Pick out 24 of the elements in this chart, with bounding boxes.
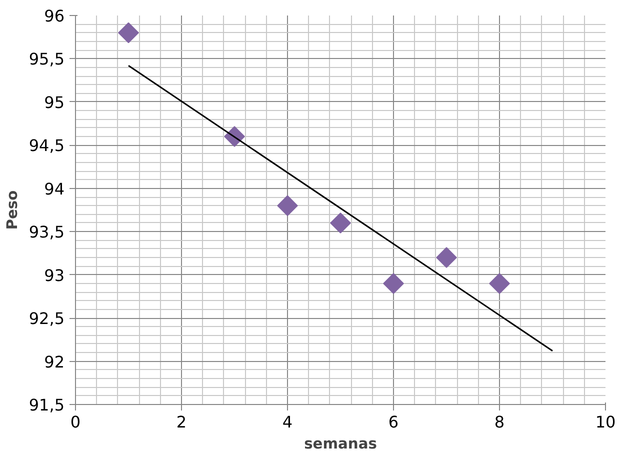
point bbox=[330, 212, 351, 234]
x-axis-title: semanas bbox=[304, 436, 378, 452]
y-tick-label: 93 bbox=[44, 266, 64, 285]
y-tick-label: 94 bbox=[44, 179, 64, 198]
point bbox=[436, 247, 457, 268]
y-tick-label: 92 bbox=[44, 352, 64, 372]
x-tick-label: 4 bbox=[282, 412, 293, 432]
point bbox=[118, 22, 139, 44]
point bbox=[489, 273, 510, 294]
point bbox=[277, 195, 298, 216]
point bbox=[383, 273, 404, 294]
y-tick-label: 96 bbox=[44, 6, 64, 26]
x-tick-label: 10 bbox=[595, 412, 616, 432]
y-tick-label: 92,5 bbox=[28, 309, 64, 328]
x-tick-label: 0 bbox=[70, 412, 81, 432]
y-tick-label: 94,5 bbox=[28, 136, 64, 156]
y-tick-label: 95 bbox=[44, 92, 64, 112]
x-tick-label: 6 bbox=[388, 412, 399, 432]
x-tick-label: 8 bbox=[494, 412, 505, 432]
y-axis-title: Peso bbox=[4, 190, 21, 230]
y-tick-label: 95,5 bbox=[28, 50, 64, 69]
y-tick-label: 91,5 bbox=[28, 396, 64, 414]
x-tick-label: 2 bbox=[176, 412, 187, 432]
y-tick-label: 93,5 bbox=[28, 222, 64, 242]
